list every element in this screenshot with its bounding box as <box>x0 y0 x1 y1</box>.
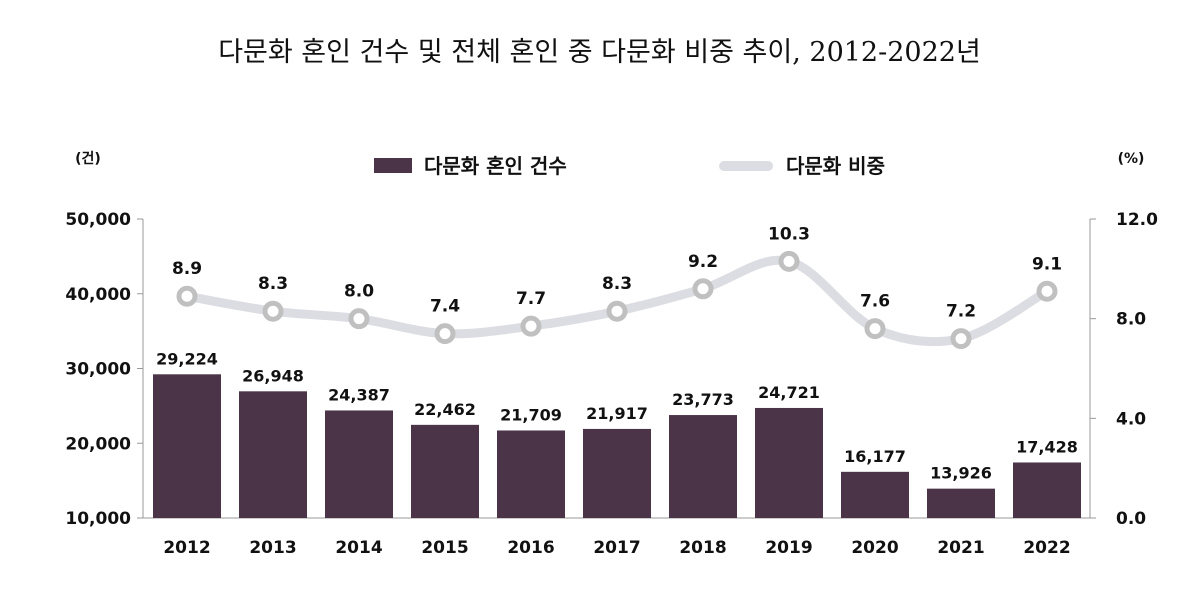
line-marker <box>950 328 972 350</box>
line-label: 8.0 <box>344 282 374 302</box>
line-marker <box>864 318 886 340</box>
line-marker <box>1036 280 1058 302</box>
bar <box>755 407 823 518</box>
bar <box>669 415 737 518</box>
left-tick-label: 40,000 <box>65 285 131 305</box>
x-tick-label: 2018 <box>679 538 726 558</box>
bar-label: 16,177 <box>844 447 906 466</box>
bar <box>583 428 651 518</box>
x-tick-label: 2017 <box>593 538 640 558</box>
x-tick-label: 2013 <box>249 538 296 558</box>
line-marker <box>778 250 800 272</box>
line-label: 8.9 <box>172 259 202 279</box>
bar <box>927 488 995 518</box>
line-marker <box>520 315 542 337</box>
legend-label-line: 다문화 비중 <box>786 154 885 178</box>
chart-title: 다문화 혼인 건수 및 전체 혼인 중 다문화 비중 추이, 2012-2022… <box>218 37 981 68</box>
line-label: 8.3 <box>258 274 288 294</box>
left-tick-label: 10,000 <box>65 509 131 529</box>
x-tick-label: 2021 <box>937 538 984 558</box>
line-marker <box>176 285 198 307</box>
line-marker <box>348 308 370 330</box>
bar-label: 26,948 <box>242 366 304 385</box>
line-label: 7.6 <box>860 292 890 312</box>
x-tick-label: 2019 <box>765 538 812 558</box>
x-tick-label: 2020 <box>851 538 898 558</box>
line-label: 7.4 <box>430 297 460 317</box>
left-tick-label: 50,000 <box>65 210 131 230</box>
right-tick-label: 8.0 <box>1116 310 1146 330</box>
bar <box>411 424 479 518</box>
x-tick-label: 2016 <box>507 538 554 558</box>
line-marker <box>262 300 284 322</box>
x-tick-label: 2014 <box>335 538 382 558</box>
bar <box>1013 462 1081 518</box>
bar <box>153 374 221 518</box>
bar-label: 17,428 <box>1016 437 1078 456</box>
left-axis-unit: (건) <box>75 150 101 167</box>
left-tick-label: 20,000 <box>65 434 131 454</box>
line-marker <box>606 300 628 322</box>
line-label: 7.2 <box>946 302 976 322</box>
bar <box>239 391 307 518</box>
bar-label: 22,462 <box>414 400 476 419</box>
right-tick-label: 4.0 <box>1116 409 1146 429</box>
legend-swatch-bars <box>374 158 412 173</box>
bar-label: 21,917 <box>586 404 648 423</box>
bar-label: 24,387 <box>328 385 390 404</box>
line-label: 8.3 <box>602 274 632 294</box>
line-label: 9.2 <box>688 252 718 272</box>
bar-label: 13,926 <box>930 464 992 483</box>
bar <box>325 410 393 518</box>
line-marker <box>692 278 714 300</box>
bar-label: 29,224 <box>156 349 218 368</box>
line-marker <box>434 323 456 345</box>
x-tick-label: 2012 <box>163 538 210 558</box>
left-tick-label: 30,000 <box>65 360 131 380</box>
bar <box>497 430 565 518</box>
bar <box>841 471 909 518</box>
x-tick-label: 2015 <box>421 538 468 558</box>
line-label: 9.1 <box>1032 254 1062 274</box>
line-label: 7.7 <box>516 289 546 309</box>
legend-label-bars: 다문화 혼인 건수 <box>424 154 567 178</box>
right-axis-unit: (%) <box>1118 151 1145 167</box>
line-label: 10.3 <box>768 224 810 244</box>
bar-label: 21,709 <box>500 405 562 424</box>
right-tick-label: 12.0 <box>1116 210 1158 230</box>
right-tick-label: 0.0 <box>1116 509 1146 529</box>
bar-label: 24,721 <box>758 383 820 402</box>
x-tick-label: 2022 <box>1023 538 1070 558</box>
bar-label: 23,773 <box>672 390 734 409</box>
